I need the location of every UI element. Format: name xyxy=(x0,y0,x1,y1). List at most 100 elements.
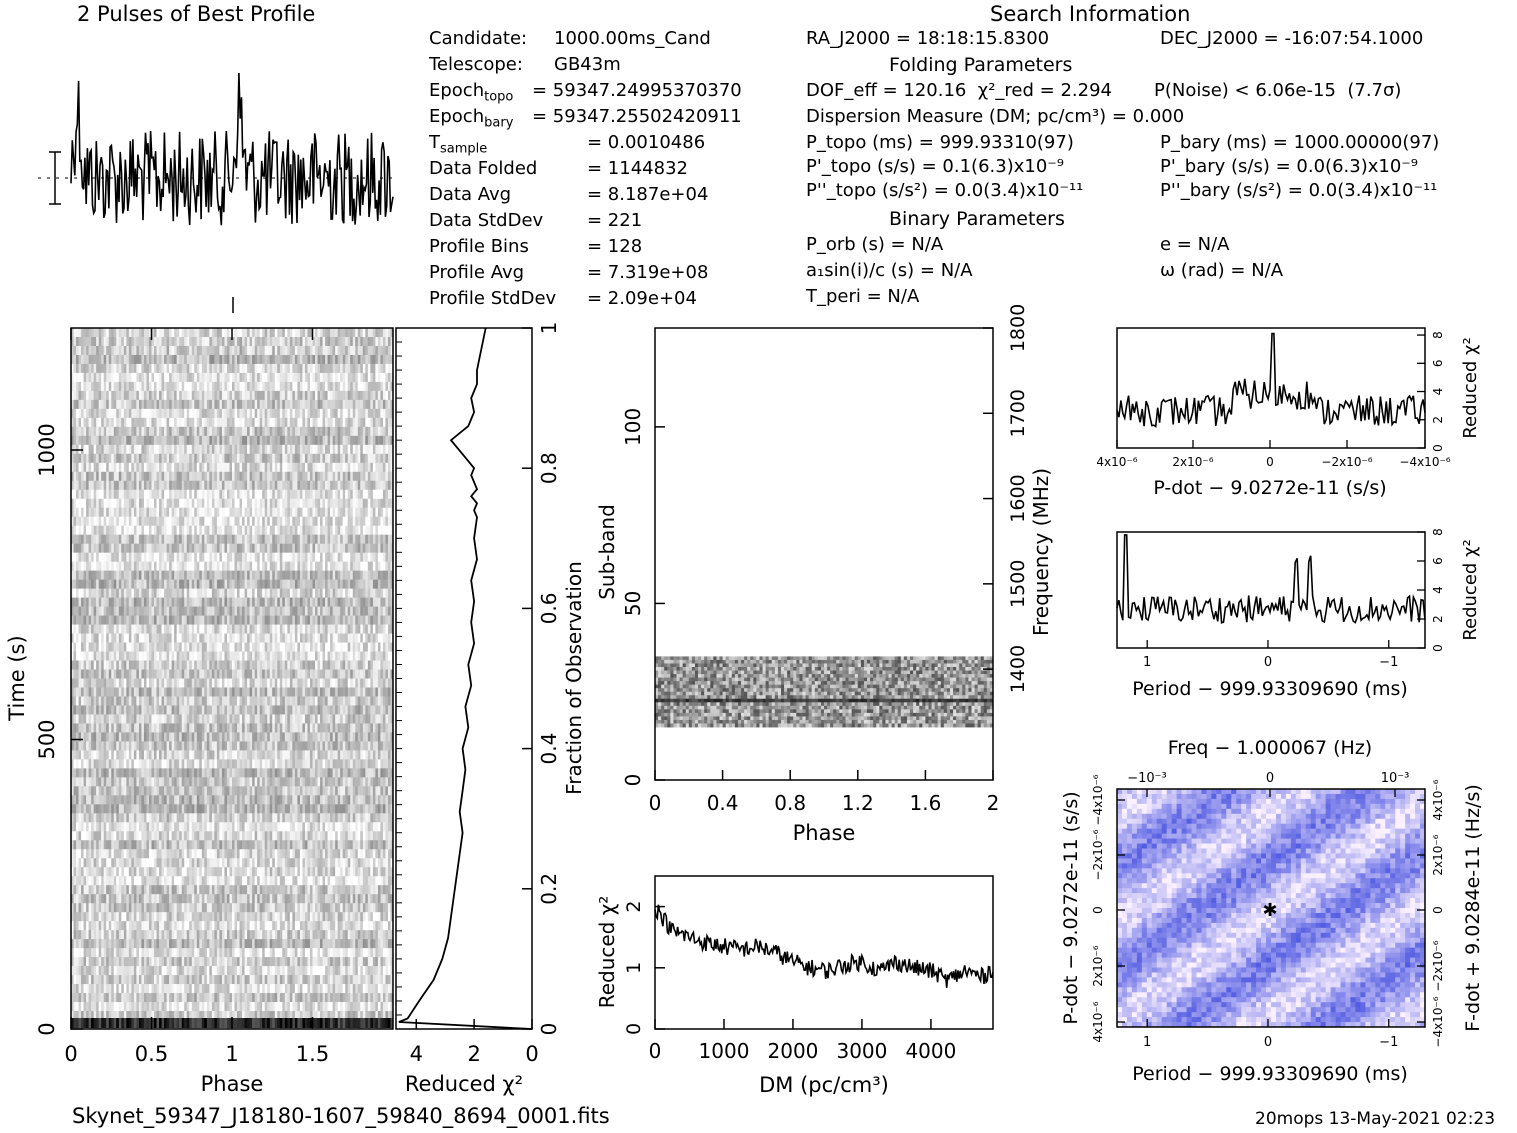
heatmap-cell xyxy=(337,570,341,581)
heatmap-cell xyxy=(148,660,152,670)
heatmap-cell xyxy=(269,669,273,679)
heatmap-cell xyxy=(86,453,90,464)
heatmap-cell xyxy=(360,435,364,446)
heatmap-cell xyxy=(365,660,369,670)
heatmap-cell xyxy=(342,615,346,625)
heatmap-cell xyxy=(189,417,193,428)
heatmap-cell xyxy=(108,435,112,446)
heatmap-cell xyxy=(196,534,200,545)
heatmap-cell xyxy=(372,345,376,356)
heatmap-cell xyxy=(76,642,79,652)
heatmap-cell xyxy=(309,426,313,437)
heatmap-cell xyxy=(226,597,230,608)
heatmap-cell xyxy=(385,435,389,446)
heatmap-cell xyxy=(267,552,271,563)
heatmap-cell xyxy=(221,453,225,464)
heatmap-cell xyxy=(232,453,235,464)
heatmap-cell xyxy=(274,471,278,482)
heatmap-cell xyxy=(315,543,318,554)
heatmap-cell xyxy=(214,525,218,536)
heatmap-cell xyxy=(148,570,152,581)
heatmap-cell xyxy=(279,543,283,554)
heatmap-cell xyxy=(302,624,306,634)
heatmap-cell xyxy=(355,606,359,616)
heatmap-cell xyxy=(277,381,281,392)
heatmap-cell xyxy=(176,462,180,473)
heatmap-cell xyxy=(269,651,273,661)
heatmap-cell xyxy=(108,588,112,599)
heatmap-cell xyxy=(355,363,359,374)
heatmap-cell xyxy=(189,328,193,338)
heatmap-cell xyxy=(221,336,225,347)
heatmap-cell xyxy=(96,336,100,347)
heatmap-cell xyxy=(184,480,188,491)
heatmap-cell xyxy=(299,534,303,545)
heatmap-cell xyxy=(382,417,386,428)
heatmap-cell xyxy=(209,552,213,563)
heatmap-cell xyxy=(224,480,228,491)
heatmap-cell xyxy=(355,417,359,428)
heatmap-cell xyxy=(249,489,253,500)
heatmap-cell xyxy=(189,588,193,599)
heatmap-cell xyxy=(96,534,100,545)
heatmap-cell xyxy=(176,381,180,392)
heatmap-cell xyxy=(274,597,278,608)
heatmap-cell xyxy=(282,660,286,670)
heatmap-cell xyxy=(138,390,142,401)
heatmap-cell xyxy=(71,399,74,410)
heatmap-cell xyxy=(229,606,233,616)
heatmap-cell xyxy=(179,651,183,661)
heatmap-cell xyxy=(93,363,97,374)
heatmap-cell xyxy=(304,444,308,455)
heatmap-cell xyxy=(279,372,283,383)
heatmap-cell xyxy=(194,525,198,536)
heatmap-cell xyxy=(279,345,283,356)
heatmap-cell xyxy=(370,534,374,545)
heatmap-cell xyxy=(375,552,379,563)
heatmap-cell xyxy=(387,408,391,419)
heatmap-cell xyxy=(83,543,87,554)
heatmap-cell xyxy=(259,525,263,536)
heatmap-cell xyxy=(174,381,178,392)
heatmap-cell xyxy=(108,543,112,554)
heatmap-cell xyxy=(148,507,152,518)
heatmap-cell xyxy=(257,480,261,491)
heatmap-cell xyxy=(330,507,334,518)
heatmap-cell xyxy=(249,417,253,428)
heatmap-cell xyxy=(252,534,256,545)
heatmap-cell xyxy=(103,435,107,446)
heatmap-cell xyxy=(194,570,198,581)
heatmap-cell xyxy=(287,525,291,536)
heatmap-cell xyxy=(73,588,77,599)
heatmap-cell xyxy=(259,651,263,661)
heatmap-cell xyxy=(128,552,132,563)
heatmap-cell xyxy=(289,525,293,536)
heatmap-cell xyxy=(221,408,225,419)
heatmap-cell xyxy=(108,372,112,383)
heatmap-cell xyxy=(141,561,145,572)
heatmap-cell xyxy=(108,633,112,643)
info-data-stddev-value: = 221 xyxy=(587,210,643,231)
heatmap-cell xyxy=(111,561,115,572)
heatmap-cell xyxy=(267,336,271,347)
heatmap-cell xyxy=(174,489,178,500)
heatmap-cell xyxy=(377,489,381,500)
heatmap-cell xyxy=(171,615,175,625)
heatmap-cell xyxy=(244,516,248,527)
heatmap-cell xyxy=(327,651,331,661)
heatmap-cell xyxy=(154,570,157,581)
heatmap-cell xyxy=(96,417,100,428)
heatmap-cell xyxy=(315,426,318,437)
heatmap-cell xyxy=(332,435,336,446)
heatmap-cell xyxy=(171,399,175,410)
heatmap-cell xyxy=(292,525,296,536)
heatmap-cell xyxy=(272,534,276,545)
heatmap-cell xyxy=(189,615,193,625)
heatmap-cell xyxy=(123,372,127,383)
heatmap-cell xyxy=(184,570,188,581)
heatmap-cell xyxy=(93,543,97,554)
heatmap-cell xyxy=(229,417,233,428)
heatmap-cell xyxy=(269,426,273,437)
heatmap-cell xyxy=(141,390,145,401)
heatmap-cell xyxy=(186,417,190,428)
